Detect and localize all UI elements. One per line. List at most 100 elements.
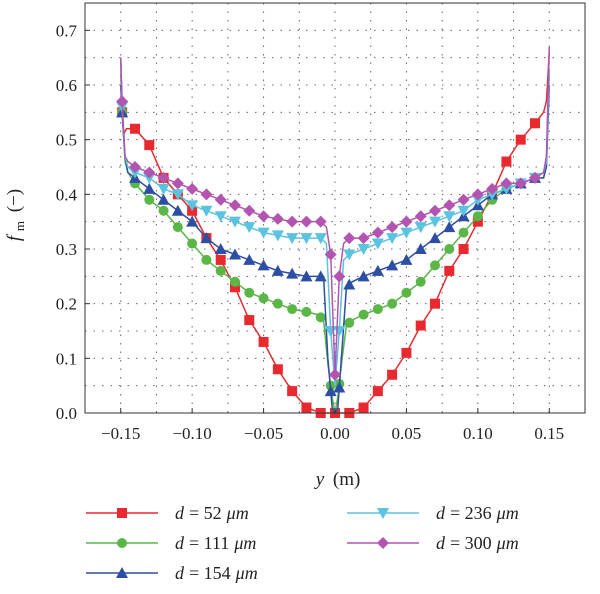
legend-label: d = 111 μm — [175, 533, 256, 553]
legend-label: d = 154 μm — [175, 563, 258, 583]
series-point — [530, 118, 540, 129]
series-point — [229, 199, 241, 212]
series-point — [230, 276, 240, 287]
series-point — [387, 298, 398, 309]
series-point — [415, 320, 426, 331]
series-point — [343, 278, 356, 290]
series-point — [429, 204, 441, 217]
legend-label: d = 52 μm — [175, 503, 249, 523]
series-point — [371, 264, 384, 276]
series-point — [301, 402, 312, 413]
series-point — [171, 204, 184, 216]
series-line — [119, 46, 551, 375]
series-point — [244, 315, 255, 326]
y-axis-label-main: f — [4, 233, 25, 241]
series-point — [343, 232, 356, 245]
legend-label: d = 236 μm — [436, 503, 519, 523]
series-point — [400, 227, 413, 239]
series-point — [287, 304, 298, 315]
series-point — [400, 253, 413, 265]
series-point — [172, 222, 183, 233]
series-point — [371, 226, 384, 239]
series-point — [324, 248, 337, 261]
series-point — [333, 381, 346, 393]
series-point — [214, 243, 227, 254]
series-point — [286, 233, 299, 245]
series-point — [171, 189, 184, 201]
series-point — [157, 193, 170, 205]
series-point — [343, 249, 356, 261]
series-point — [344, 317, 355, 328]
series-point — [314, 270, 327, 282]
y-tick-label: 0.5 — [56, 131, 77, 150]
series-point — [271, 230, 284, 242]
y-axis-ticks: 0.0 0.1 0.2 0.3 0.4 0.5 0.6 0.7 — [56, 21, 90, 423]
series-point — [272, 364, 283, 375]
series-point — [371, 238, 384, 250]
series-point — [400, 215, 413, 228]
series-point — [272, 298, 283, 309]
series-point — [429, 232, 441, 244]
x-axis-ticks: −0.15 −0.10 −0.05 0.00 0.05 0.10 0.15 — [101, 408, 564, 443]
series-point — [200, 188, 213, 201]
series-point — [471, 188, 484, 201]
series-point — [243, 253, 256, 265]
series-point — [514, 177, 527, 190]
series-point — [333, 270, 346, 283]
series-point — [187, 238, 198, 249]
x-tick-label: 0.10 — [463, 424, 493, 443]
legend-marker — [377, 537, 389, 549]
series-point — [401, 347, 412, 358]
series-point — [324, 385, 337, 397]
y-axis-label-sub: m — [12, 221, 27, 231]
legend: d = 52 μm d = 111 μm d = 154 μm d = 236 μm d = 300 μm — [86, 503, 519, 583]
y-tick-label: 0.1 — [56, 349, 77, 368]
legend-item: d = 300 μm — [347, 533, 519, 553]
series-point — [287, 386, 298, 397]
series-point — [358, 309, 369, 320]
x-tick-label: 0.05 — [392, 424, 422, 443]
series-point — [158, 205, 169, 216]
series-point — [300, 270, 313, 282]
y-axis-label: f m (−) — [4, 189, 29, 241]
series-point — [357, 232, 370, 245]
y-tick-label: 0.0 — [56, 404, 77, 423]
series-point — [372, 304, 383, 315]
series-point — [286, 215, 299, 228]
legend-marker — [116, 567, 128, 578]
series-point — [257, 259, 270, 271]
series-point — [214, 211, 227, 223]
x-tick-label: −0.15 — [101, 424, 140, 443]
series-point — [458, 244, 469, 254]
series-point — [186, 215, 199, 227]
legend-item: d = 236 μm — [347, 503, 519, 523]
series-point — [214, 193, 227, 206]
series-point — [387, 369, 398, 380]
series-point — [515, 134, 526, 145]
series-point — [458, 227, 469, 238]
series-line — [119, 57, 551, 386]
series-point — [430, 260, 440, 271]
series-point — [486, 182, 499, 195]
legend-label: d = 300 μm — [436, 533, 519, 553]
series-point — [372, 386, 383, 397]
series-point — [271, 264, 284, 276]
series-point — [472, 211, 483, 222]
series-point — [230, 282, 240, 293]
series-point — [116, 95, 129, 108]
svg-text:f m (−): f m (−) — [4, 189, 29, 241]
y-tick-label: 0.4 — [56, 185, 78, 204]
series-point — [257, 227, 270, 239]
series-point — [500, 177, 513, 190]
legend-marker — [117, 508, 127, 518]
series-point — [300, 233, 313, 245]
series-point — [444, 244, 455, 254]
x-axis-label-unit: (m) — [333, 469, 360, 490]
series-point — [401, 287, 412, 298]
series-point — [186, 182, 199, 195]
series-point — [329, 368, 341, 381]
series-point — [201, 254, 212, 265]
series-point — [258, 293, 269, 304]
y-tick-label: 0.6 — [56, 76, 77, 95]
